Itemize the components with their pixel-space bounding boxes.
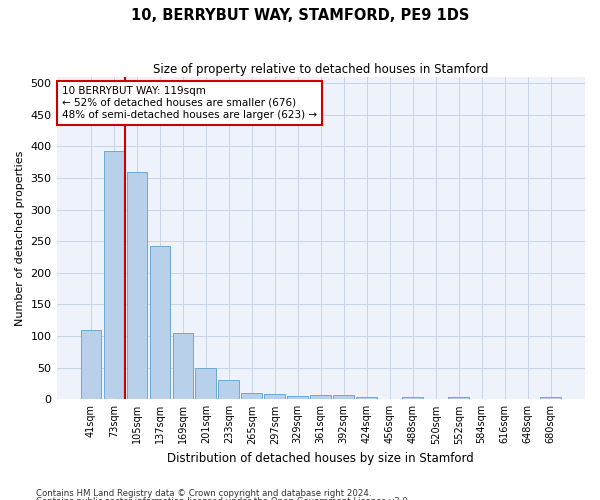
X-axis label: Distribution of detached houses by size in Stamford: Distribution of detached houses by size … — [167, 452, 474, 465]
Y-axis label: Number of detached properties: Number of detached properties — [15, 150, 25, 326]
Bar — [403, 397, 423, 400]
Bar — [127, 172, 147, 400]
Bar — [80, 330, 101, 400]
Bar — [356, 398, 377, 400]
Bar — [104, 150, 124, 400]
Bar — [241, 393, 262, 400]
Bar — [265, 394, 285, 400]
Bar — [287, 396, 308, 400]
Title: Size of property relative to detached houses in Stamford: Size of property relative to detached ho… — [153, 62, 488, 76]
Text: Contains HM Land Registry data © Crown copyright and database right 2024.: Contains HM Land Registry data © Crown c… — [36, 488, 371, 498]
Bar — [448, 397, 469, 400]
Bar — [218, 380, 239, 400]
Bar — [173, 333, 193, 400]
Bar — [196, 368, 216, 400]
Text: 10, BERRYBUT WAY, STAMFORD, PE9 1DS: 10, BERRYBUT WAY, STAMFORD, PE9 1DS — [131, 8, 469, 22]
Bar — [149, 246, 170, 400]
Text: Contains public sector information licensed under the Open Government Licence v3: Contains public sector information licen… — [36, 498, 410, 500]
Bar — [334, 395, 354, 400]
Bar — [540, 397, 561, 400]
Text: 10 BERRYBUT WAY: 119sqm
← 52% of detached houses are smaller (676)
48% of semi-d: 10 BERRYBUT WAY: 119sqm ← 52% of detache… — [62, 86, 317, 120]
Bar — [310, 395, 331, 400]
